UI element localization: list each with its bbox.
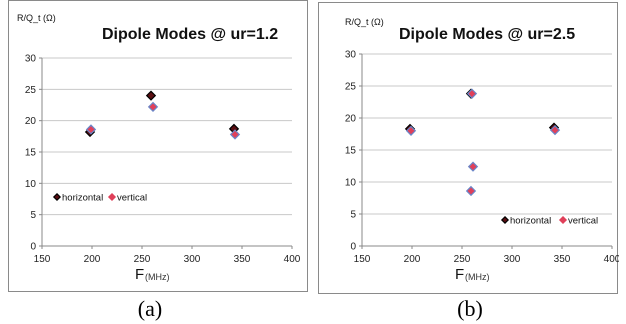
y-tick-label: 30: [25, 54, 37, 65]
chart-panel-b: 0 5 10 15 20 25 30 150 200 250 300 350 400 Dipole Mod…: [318, 2, 619, 294]
data-point-vertical: [467, 161, 479, 172]
data-point-horizontal: [145, 90, 157, 101]
legend-label-vertical: vertical: [117, 193, 147, 204]
y-tick-label: 5: [30, 210, 36, 221]
data-point-vertical: [549, 125, 561, 136]
legend: horizontal vertical: [52, 192, 147, 204]
data-point-vertical: [147, 101, 159, 113]
caption-a: (a): [137, 296, 163, 321]
y-tick-label: 10: [25, 179, 37, 190]
y-tick-label: 10: [345, 178, 357, 189]
data-point-vertical: [229, 129, 241, 140]
x-axis-label: F: [455, 266, 464, 283]
chart-title: Dipole Modes @ ur=2.5: [399, 26, 575, 43]
x-axis-label: F: [135, 266, 144, 283]
legend: horizontal vertical: [500, 215, 598, 227]
y-axis-label: R/Q_t (Ω): [17, 13, 56, 23]
y-tick-label: 25: [345, 82, 357, 93]
data-point-vertical: [85, 124, 97, 135]
caption-b: (b): [457, 296, 483, 321]
legend-marker-horizontal: [52, 192, 62, 202]
y-tick-label: 15: [25, 148, 37, 159]
x-tick-label: 200: [404, 254, 421, 265]
x-tick-label: 400: [604, 254, 619, 265]
x-tick-label: 200: [84, 254, 101, 265]
x-axis-unit: (MHz): [145, 272, 170, 282]
legend-label-horizontal: horizontal: [510, 216, 551, 227]
y-tick-label: 5: [350, 210, 356, 221]
x-tick-label: 150: [34, 254, 51, 265]
data-point-vertical: [466, 88, 478, 99]
y-tick-label: 25: [25, 85, 37, 96]
legend-marker-vertical: [107, 192, 117, 202]
legend-label-vertical: vertical: [568, 216, 598, 227]
chart-title: Dipole Modes @ ur=1.2: [102, 26, 278, 43]
x-tick-label: 250: [454, 254, 471, 265]
x-tick-label: 400: [284, 254, 301, 265]
chart-b-svg: 0 5 10 15 20 25 30 150 200 250 300 350 400 Dipole Mod…: [345, 17, 619, 283]
y-tick-label: 20: [25, 116, 37, 127]
data-point-vertical: [405, 125, 417, 136]
x-tick-label: 300: [184, 254, 201, 265]
x-tick-label: 350: [234, 254, 251, 265]
legend-label-horizontal: horizontal: [62, 193, 103, 204]
x-axis-unit: (MHz): [465, 272, 490, 282]
legend-marker-vertical: [558, 215, 568, 225]
y-tick-label: 30: [345, 50, 357, 61]
x-tick-label: 250: [134, 254, 151, 265]
chart-a-svg: 0 5 10 15 20 25 30 150 200 250 300 350 400 Dipole Mod…: [17, 13, 301, 283]
y-axis-label: R/Q_t (Ω): [345, 17, 384, 27]
y-tick-label: 0: [30, 242, 36, 253]
y-tick-label: 15: [345, 146, 357, 157]
x-tick-label: 350: [554, 254, 571, 265]
data-point-vertical: [465, 185, 477, 197]
y-tick-label: 20: [345, 114, 357, 125]
chart-panel-a: 0 5 10 15 20 25 30 150 200 250 300 350 400 Dipole Mod…: [8, 0, 308, 292]
x-tick-label: 300: [504, 254, 521, 265]
legend-marker-horizontal: [500, 215, 510, 225]
y-tick-label: 0: [350, 242, 356, 253]
x-tick-label: 150: [354, 254, 371, 265]
